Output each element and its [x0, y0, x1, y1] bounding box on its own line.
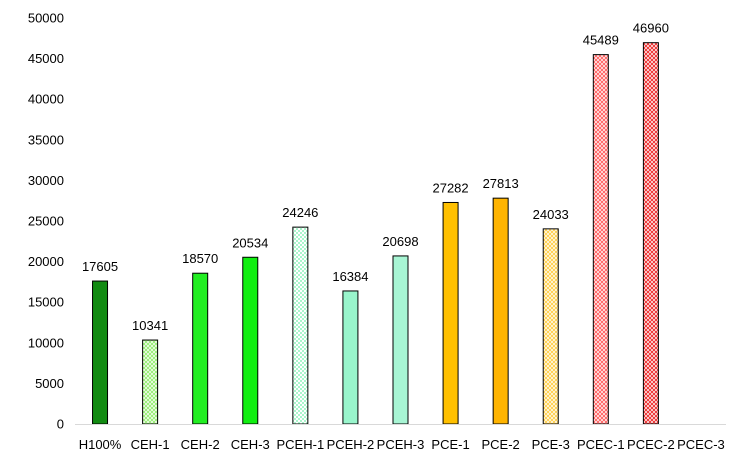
bar-ceh-2: [192, 272, 209, 425]
data-label: 27282: [432, 180, 468, 195]
x-tick-label: PCE-1: [431, 437, 469, 452]
bar-pceh-2: [342, 290, 359, 425]
bar-pce-2: [492, 197, 509, 425]
data-label: 46960: [633, 21, 669, 36]
bar-pce-3: [542, 228, 559, 425]
y-tick-label: 25000: [28, 214, 64, 229]
y-tick-label: 50000: [28, 11, 64, 26]
x-tick-label: PCEH-1: [277, 437, 325, 452]
x-tick-label: PCEH-3: [377, 437, 425, 452]
bar-ceh-1: [142, 339, 159, 425]
x-tick-label: CEH-1: [131, 437, 170, 452]
x-tick-label: CEH-3: [231, 437, 270, 452]
data-labels: 17605 10341 18570 20534 24246 16384 20698 27282…: [82, 21, 669, 333]
bar-pceh-1: [292, 226, 309, 425]
bars: [92, 42, 659, 425]
data-label: 18570: [182, 251, 218, 266]
x-tick-label: PCE-2: [482, 437, 520, 452]
y-tick-label: 0: [57, 417, 64, 432]
data-label: 45489: [583, 33, 619, 48]
data-label: 24033: [533, 207, 569, 222]
x-tick-label: CEH-2: [181, 437, 220, 452]
y-tick-label: 30000: [28, 173, 64, 188]
bar-pce-1: [442, 201, 459, 425]
bar-pceh-3: [392, 255, 409, 425]
y-tick-label: 10000: [28, 335, 64, 350]
bar-pcec-1: [592, 54, 609, 425]
y-tick-label: 15000: [28, 295, 64, 310]
x-tick-label: PCEH-2: [327, 437, 375, 452]
bar-ceh-3: [242, 256, 259, 425]
x-tick-label: PCE-3: [532, 437, 570, 452]
y-tick-label: 5000: [35, 376, 64, 391]
y-axis: 0 5000 10000 15000 20000 25000 30000 35000 40000…: [28, 11, 64, 432]
data-label: 16384: [332, 269, 368, 284]
data-label: 17605: [82, 259, 118, 274]
bar-h100-: [92, 280, 109, 425]
x-tick-label: PCEC-2: [627, 437, 675, 452]
y-tick-label: 35000: [28, 132, 64, 147]
y-tick-label: 40000: [28, 92, 64, 107]
x-tick-label: PCEC-1: [577, 437, 625, 452]
x-tick-label: H100%: [79, 437, 122, 452]
data-label: 20534: [232, 235, 268, 250]
x-tick-label: PCEC-3: [677, 437, 725, 452]
y-tick-label: 45000: [28, 51, 64, 66]
bar-pcec-2: [642, 42, 659, 425]
x-axis: H100% CEH-1 CEH-2 CEH-3 PCEH-1 PCEH-2 PCEH-3 PC…: [75, 424, 726, 452]
y-tick-label: 20000: [28, 254, 64, 269]
data-label: 20698: [382, 234, 418, 249]
data-label: 10341: [132, 318, 168, 333]
data-label: 27813: [483, 176, 519, 191]
data-label: 24246: [282, 205, 318, 220]
